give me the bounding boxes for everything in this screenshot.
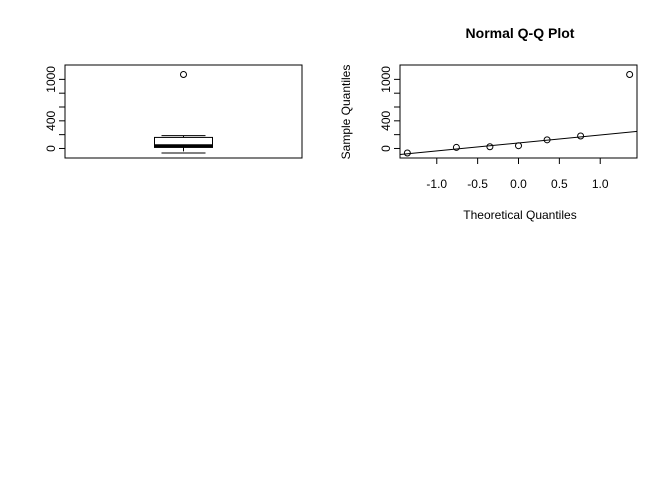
boxplot-y-axis: 0 400 1000: [44, 66, 66, 152]
qq-plot-panel: Normal Q-Q Plot 0 400 1000 -1.0 -0.5 0.0 0.5 1…: [339, 25, 638, 222]
qq-plot-frame: [399, 64, 638, 159]
qq-x-tick-label: -0.5: [467, 177, 488, 191]
qq-data-point: [452, 143, 460, 151]
boxplot-outlier-point: [180, 71, 187, 79]
boxplot-y-tick-label: 1000: [44, 66, 58, 93]
qq-plot-title: Normal Q-Q Plot: [466, 25, 575, 41]
qq-x-tick-label: 1.0: [592, 177, 609, 191]
qq-data-point: [403, 149, 411, 157]
boxplot-marks: [154, 71, 213, 154]
qq-x-tick-label: 0.5: [551, 177, 568, 191]
boxplot-y-tick-label: 0: [44, 145, 58, 152]
qq-data-point: [486, 143, 494, 151]
qq-data-point: [577, 132, 585, 140]
qq-x-axis: -1.0 -0.5 0.0 0.5 1.0: [426, 157, 609, 191]
qq-data-point: [626, 71, 634, 79]
qq-x-tick-label: -1.0: [426, 177, 447, 191]
qq-y-axis: 0 400 1000: [379, 66, 401, 152]
qq-y-tick-label: 400: [379, 110, 393, 130]
qq-y-tick-label: 0: [379, 145, 393, 152]
boxplot-box: [154, 136, 213, 148]
qq-y-tick-label: 1000: [379, 66, 393, 93]
qq-marks: [399, 71, 638, 157]
boxplot-panel: 0 400 1000: [44, 64, 303, 159]
qq-x-axis-title: Theoretical Quantiles: [463, 208, 576, 222]
qq-y-axis-title: Sample Quantiles: [339, 65, 353, 160]
qq-x-tick-label: 0.0: [510, 177, 527, 191]
boxplot-y-tick-label: 400: [44, 110, 58, 130]
qq-data-point: [515, 142, 522, 150]
qq-data-point: [543, 136, 551, 144]
